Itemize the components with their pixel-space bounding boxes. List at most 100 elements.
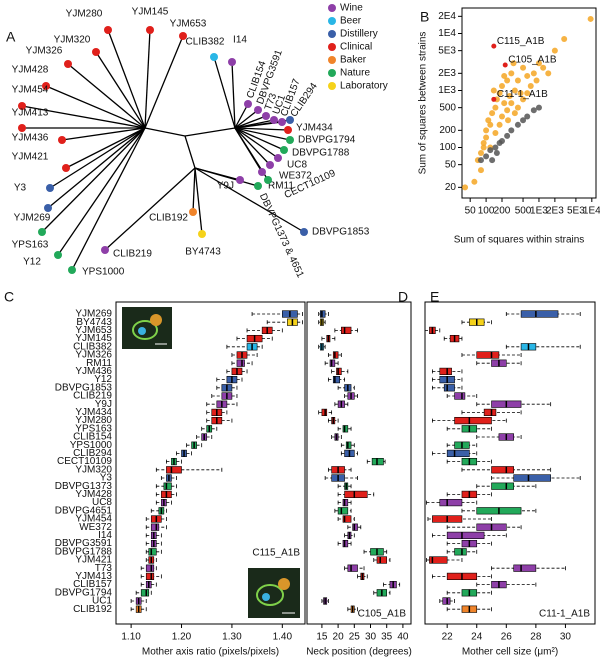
strain-node [254, 106, 262, 114]
x-tick-label: 24 [471, 632, 483, 643]
strain-label: DBVPG1794 [298, 135, 356, 146]
scatter-point [496, 121, 503, 128]
tree-branch [107, 29, 146, 129]
cell-outline [256, 584, 284, 606]
x-tick-label: 30 [365, 632, 377, 643]
strain-node [280, 146, 288, 154]
strain-node [210, 53, 218, 61]
box [163, 482, 172, 490]
tree-branch [49, 127, 146, 189]
scatter-point [514, 77, 521, 84]
y-tick-label: YJM269 [75, 309, 112, 320]
strain-label: BY4743 [185, 247, 221, 258]
scatter-point [492, 129, 499, 136]
box [520, 310, 559, 318]
strain-label: CLIB192 [149, 213, 188, 224]
panel-letter: E [430, 289, 439, 305]
cell-outline [132, 320, 158, 340]
x-tick-label: 200 [494, 206, 511, 217]
scatter-point [530, 107, 537, 114]
strain-node [18, 124, 26, 132]
box [352, 523, 358, 531]
legend-label: Wine [340, 3, 363, 14]
tree-branch [194, 167, 259, 187]
scatter-point [492, 104, 499, 111]
tree-branch [144, 29, 151, 129]
strain-node [146, 26, 154, 34]
tree-branch [234, 127, 289, 131]
tree-branch [95, 51, 146, 129]
tree-branch [67, 63, 146, 129]
y-tick-label: YPS1000 [70, 440, 113, 451]
y-tick-label: Y9J [95, 399, 112, 410]
y-tick-label: DBVPG1788 [55, 546, 113, 557]
scatter-point [510, 60, 517, 67]
x-tick-label: 1.30 [222, 632, 242, 643]
x-tick-label: 15 [316, 632, 328, 643]
y-tick-label: DBVPG1853 [55, 382, 113, 393]
box [454, 392, 466, 400]
scatter-point [483, 127, 490, 134]
x-tick-label: 100 [478, 206, 495, 217]
y-tick-label: YJM428 [75, 489, 112, 500]
tree-branch [234, 109, 259, 129]
strain-node [266, 161, 274, 169]
box [345, 441, 352, 449]
scatter-point [477, 150, 484, 157]
tree-branch [194, 167, 305, 233]
legend-label: Distillery [340, 29, 378, 40]
strain-node [64, 60, 72, 68]
strain-node [228, 58, 236, 66]
y-tick-label: 50 [445, 159, 457, 170]
y-tick-label: BY4743 [76, 317, 112, 328]
y-tick-label: YJM145 [75, 333, 112, 344]
scatter-point [493, 150, 500, 157]
box [145, 564, 155, 572]
tree-branch [192, 167, 196, 213]
strain-node [258, 168, 266, 176]
y-tick-label: YJM421 [75, 555, 112, 566]
box [332, 351, 339, 359]
scatter-point [527, 82, 534, 89]
tree-branch [213, 56, 236, 129]
x-tick-label: 1.40 [273, 632, 293, 643]
scatter-point [489, 110, 496, 117]
scatter-point [533, 77, 540, 84]
tree-branch [234, 127, 291, 141]
box [145, 572, 155, 580]
plot-frame [306, 301, 412, 625]
strain-label: Y9J [217, 181, 234, 192]
strain-node [54, 251, 62, 259]
strain-label: YJM413 [12, 108, 49, 119]
box [336, 367, 342, 376]
strain-label: YJM280 [66, 9, 103, 20]
bud [150, 314, 162, 326]
panel-letter: B [420, 9, 429, 25]
strain-node [42, 82, 50, 90]
nucleus [138, 327, 146, 335]
scatter-point [504, 107, 511, 114]
micrograph [248, 568, 300, 618]
panel-letter: D [398, 289, 408, 305]
x-tick-label: 2E3 [546, 206, 564, 217]
scatter-point [491, 96, 497, 102]
scatter-point [508, 127, 515, 134]
x-axis-label: Mother axis ratio (pixels/pixels) [142, 647, 279, 658]
strain-label: DBVPG1373 & 4651 [257, 192, 306, 280]
y-tick-label: UC1 [92, 596, 112, 607]
y-tick-label: 5E3 [438, 45, 456, 56]
y-tick-label: 2E3 [438, 68, 456, 79]
strain-node [284, 126, 292, 134]
box [491, 482, 514, 490]
tree-branch [104, 167, 196, 251]
scatter-point [524, 72, 531, 79]
y-tick-label: DBVPG1794 [55, 587, 113, 598]
x-tick-label: 20 [333, 632, 345, 643]
box [446, 531, 485, 539]
strain-node [198, 230, 206, 238]
legend-label: Beer [340, 16, 362, 27]
scatter-point [505, 117, 512, 124]
panel-letter: A [6, 29, 16, 45]
box [321, 408, 328, 417]
strain-node [101, 246, 109, 254]
